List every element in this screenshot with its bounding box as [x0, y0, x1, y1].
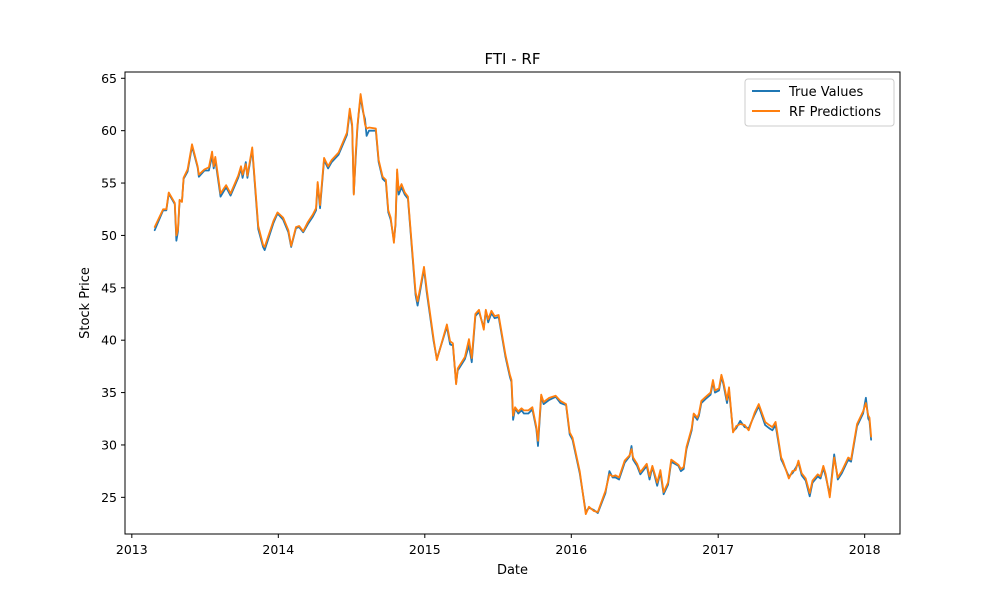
legend-label-rf-predictions: RF Predictions: [789, 105, 881, 120]
x-tick-label: 2018: [849, 542, 881, 557]
y-tick-label: 50: [101, 228, 117, 243]
axes-layer: [124, 71, 901, 535]
legend-box: [744, 78, 895, 127]
x-tick-label: 2015: [409, 542, 441, 557]
y-tick-label: 45: [101, 280, 117, 295]
x-axis: 2013 2014 2015 2016 2017 2018: [116, 534, 881, 557]
legend-label-true-values: True Values: [788, 85, 863, 100]
plot-frame: [124, 71, 901, 535]
y-axis-title: Stock Price: [78, 267, 93, 339]
y-tick-label: 65: [101, 71, 117, 86]
y-tick-label: 60: [101, 123, 117, 138]
series-layer: [153, 93, 872, 515]
x-axis-title: Date: [497, 563, 528, 578]
plot-area: [125, 72, 900, 534]
y-tick-label: 25: [101, 490, 117, 505]
y-axis: 25 30 35 40 45 50 55 60 65: [101, 71, 125, 505]
x-tick-label: 2014: [262, 542, 294, 557]
chart-title: FTI - RF: [485, 50, 541, 68]
y-tick-label: 55: [101, 176, 117, 191]
y-tick-label: 40: [101, 333, 117, 348]
x-tick-label: 2017: [702, 542, 734, 557]
y-tick-label: 30: [101, 437, 117, 452]
y-tick-label: 35: [101, 385, 117, 400]
legend: True Values RF Predictions: [744, 78, 895, 127]
series-line-rf-predictions: [153, 93, 872, 515]
x-tick-label: 2016: [555, 542, 587, 557]
x-tick-label: 2013: [116, 542, 148, 557]
